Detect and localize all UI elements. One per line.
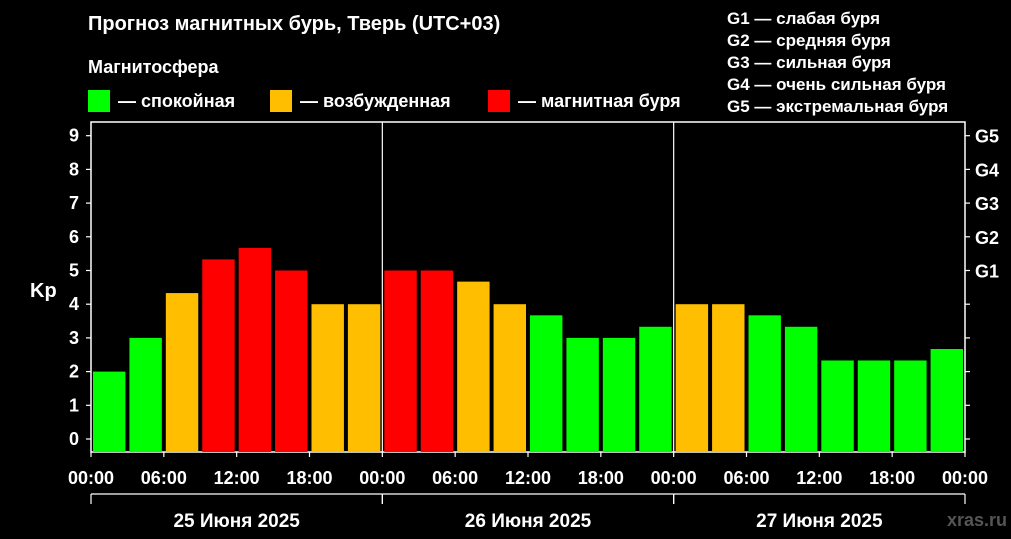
storm-scale-g4: G4 — очень сильная буря <box>727 75 946 94</box>
day-label: 26 Июня 2025 <box>465 511 592 532</box>
storm-level-label: G5 <box>975 127 999 147</box>
kp-bar <box>894 360 927 452</box>
x-tick-label: 06:00 <box>141 468 187 488</box>
x-tick-label: 00:00 <box>359 468 405 488</box>
x-tick-label: 12:00 <box>505 468 551 488</box>
x-tick-label: 06:00 <box>723 468 769 488</box>
x-tick-label: 00:00 <box>942 468 988 488</box>
y-tick-label: 4 <box>69 294 79 314</box>
legend-storm: — магнитная буря <box>488 89 681 113</box>
storm-level-label: G3 <box>975 194 999 214</box>
storm-scale-g1: G1 — слабая буря <box>727 9 881 28</box>
kp-bar <box>347 304 381 452</box>
legend-quiet: — спокойная <box>88 89 235 113</box>
kp-bar <box>275 270 308 452</box>
kp-bar <box>420 270 454 452</box>
storm-level-label: G4 <box>975 160 999 180</box>
kp-bar <box>457 281 490 452</box>
y-tick-label: 8 <box>69 159 79 179</box>
kp-bar <box>384 270 417 452</box>
kp-bar <box>493 304 526 452</box>
storm-scale-g2: G2 — средняя буря <box>727 31 891 50</box>
kp-bar <box>639 326 672 452</box>
legend-active: — возбужденная <box>270 89 451 113</box>
kp-bar <box>857 360 891 452</box>
y-tick-label: 1 <box>69 395 79 415</box>
legend-swatch-storm <box>488 90 510 112</box>
y-tick-label: 3 <box>69 328 79 348</box>
y-tick-label: 0 <box>69 429 79 449</box>
legend-label-storm: — магнитная буря <box>518 90 681 111</box>
kp-bar <box>675 304 709 452</box>
legend-swatch-active <box>270 90 292 112</box>
y-tick-label: 9 <box>69 126 79 146</box>
storm-level-label: G2 <box>975 228 999 248</box>
x-tick-label: 12:00 <box>214 468 260 488</box>
y-tick-label: 6 <box>69 227 79 247</box>
storm-scale-g3: G3 — сильная буря <box>727 53 892 72</box>
day-label: 27 Июня 2025 <box>756 511 883 532</box>
legend-title: Магнитосфера <box>88 57 219 77</box>
kp-bar <box>202 259 235 452</box>
kp-bar <box>311 304 344 452</box>
y-tick-label: 7 <box>69 193 79 213</box>
storm-scale-legend: G1 — слабая буря G2 — средняя буря G3 — … <box>727 8 948 118</box>
storm-scale-g5: G5 — экстремальная буря <box>727 97 949 116</box>
chart-title: Прогноз магнитных бурь, Тверь (UTC+03) <box>88 13 501 35</box>
kp-bar <box>93 371 126 452</box>
kp-bar <box>129 337 162 452</box>
kp-bar <box>748 315 781 452</box>
kp-bar <box>238 247 272 452</box>
kp-bar <box>602 337 636 452</box>
watermark: xras.ru <box>946 510 1007 530</box>
kp-bar <box>165 293 199 452</box>
kp-bar <box>784 326 818 452</box>
kp-bar <box>712 304 745 452</box>
day-label: 25 Июня 2025 <box>173 511 300 532</box>
kp-bar <box>930 349 963 452</box>
y-tick-label: 5 <box>69 261 79 281</box>
y-axis-label: Kp <box>30 280 57 302</box>
x-tick-label: 18:00 <box>578 468 624 488</box>
x-tick-label: 00:00 <box>68 468 114 488</box>
x-tick-label: 18:00 <box>286 468 332 488</box>
legend-label-quiet: — спокойная <box>118 90 236 111</box>
y-tick-label: 2 <box>69 362 79 382</box>
kp-bar <box>530 315 563 452</box>
x-tick-label: 12:00 <box>796 468 842 488</box>
storm-level-label: G1 <box>975 262 999 282</box>
kp-bar <box>821 360 854 452</box>
x-tick-label: 06:00 <box>432 468 478 488</box>
kp-bar <box>566 337 599 452</box>
legend-swatch-quiet <box>88 90 110 112</box>
x-tick-label: 00:00 <box>651 468 697 488</box>
x-tick-label: 18:00 <box>869 468 915 488</box>
legend-label-active: — возбужденная <box>300 90 451 111</box>
